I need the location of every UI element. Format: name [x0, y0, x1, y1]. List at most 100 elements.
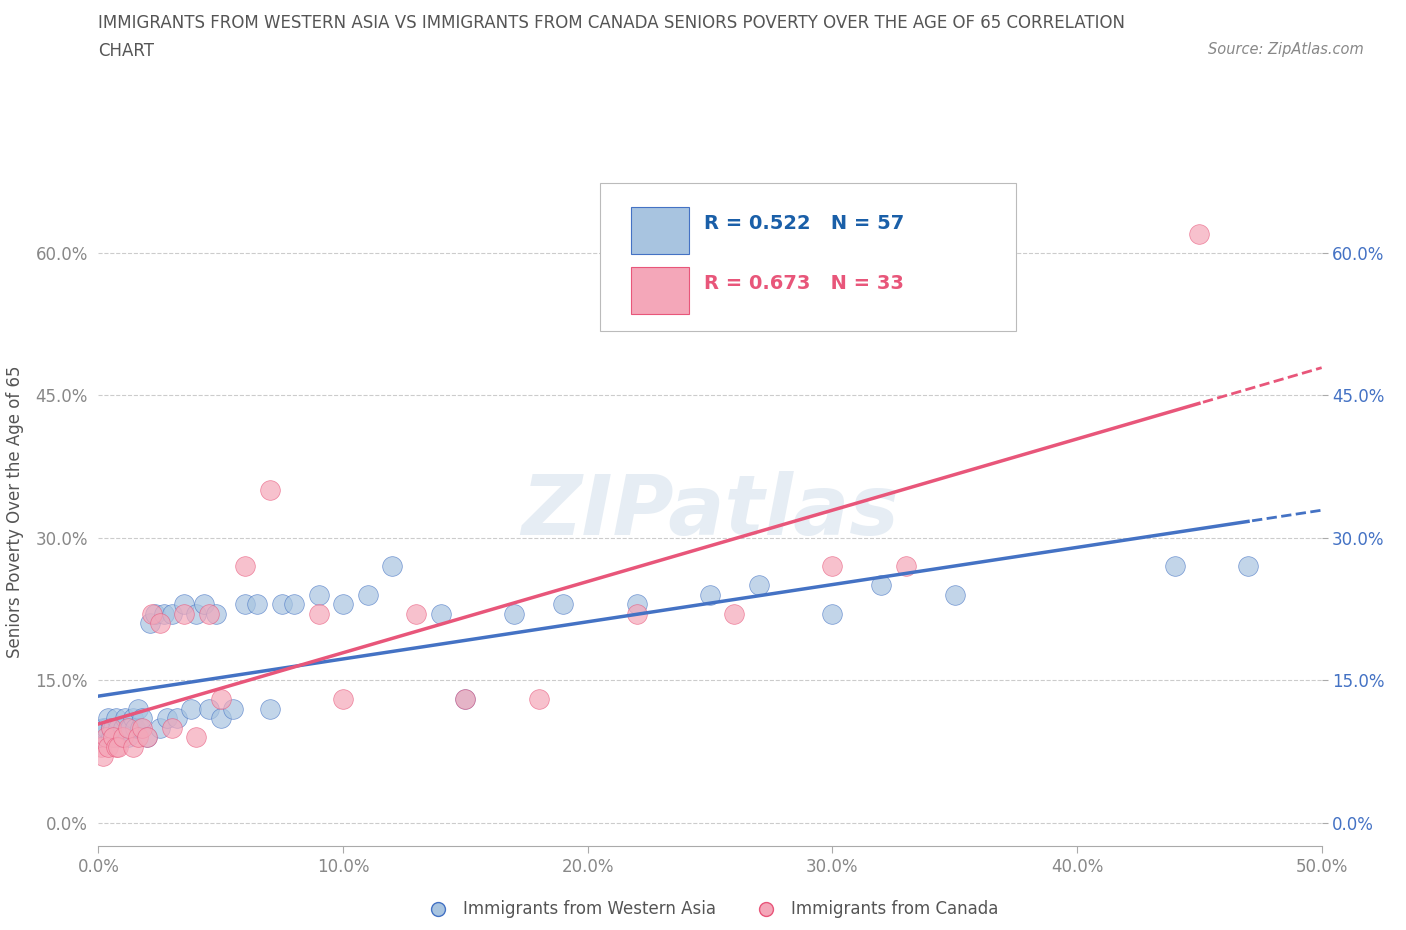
Point	[186, 606, 208, 621]
Text: CHART: CHART	[98, 42, 155, 60]
Point	[104, 730, 127, 745]
Point	[97, 711, 120, 725]
Point	[114, 711, 136, 725]
Point	[430, 606, 453, 621]
Point	[270, 597, 294, 612]
Point	[821, 606, 844, 621]
Point	[205, 606, 228, 621]
Point	[104, 711, 127, 725]
Point	[127, 730, 149, 745]
Point	[233, 597, 256, 612]
Point	[332, 597, 354, 612]
Point	[121, 711, 143, 725]
Point	[131, 720, 153, 735]
Point	[111, 720, 134, 735]
Point	[193, 597, 215, 612]
Point	[104, 739, 127, 754]
Point	[94, 720, 117, 735]
Point	[160, 606, 183, 621]
Point	[149, 720, 172, 735]
Point	[821, 559, 844, 574]
Point	[180, 701, 202, 716]
Point	[405, 606, 427, 621]
Point	[209, 711, 232, 725]
Point	[141, 606, 163, 621]
Text: ZIPatlas: ZIPatlas	[522, 471, 898, 552]
Point	[283, 597, 305, 612]
Point	[222, 701, 245, 716]
Point	[136, 730, 159, 745]
Point	[156, 711, 179, 725]
Point	[308, 606, 330, 621]
Point	[120, 720, 142, 735]
Point	[139, 616, 162, 631]
Point	[943, 587, 966, 602]
Point	[870, 578, 893, 592]
Y-axis label: Seniors Poverty Over the Age of 65: Seniors Poverty Over the Age of 65	[7, 365, 24, 658]
Point	[173, 597, 195, 612]
Point	[527, 692, 550, 707]
Point	[97, 739, 120, 754]
Point	[94, 730, 117, 745]
Text: R = 0.673   N = 33: R = 0.673 N = 33	[704, 273, 904, 293]
Point	[197, 701, 219, 716]
Point	[136, 730, 159, 745]
Point	[748, 578, 770, 592]
FancyBboxPatch shape	[630, 267, 689, 314]
Point	[454, 692, 477, 707]
Point	[149, 616, 172, 631]
Point	[166, 711, 188, 725]
Point	[110, 730, 132, 745]
Point	[101, 720, 124, 735]
Point	[91, 720, 114, 735]
Point	[143, 606, 166, 621]
Point	[332, 692, 354, 707]
Point	[107, 739, 129, 754]
Point	[101, 730, 124, 745]
Point	[111, 730, 134, 745]
Point	[381, 559, 404, 574]
Point	[90, 730, 112, 745]
Point	[91, 749, 114, 764]
Text: Source: ZipAtlas.com: Source: ZipAtlas.com	[1208, 42, 1364, 57]
Point	[117, 730, 139, 745]
Point	[454, 692, 477, 707]
Point	[209, 692, 232, 707]
Point	[131, 711, 153, 725]
Point	[553, 597, 575, 612]
Point	[173, 606, 195, 621]
Point	[121, 739, 143, 754]
Point	[197, 606, 219, 621]
Point	[107, 720, 129, 735]
Point	[626, 606, 648, 621]
Point	[153, 606, 176, 621]
Text: R = 0.522   N = 57: R = 0.522 N = 57	[704, 214, 904, 232]
Point	[356, 587, 378, 602]
Point	[308, 587, 330, 602]
Point	[699, 587, 721, 602]
Point	[100, 720, 122, 735]
FancyBboxPatch shape	[600, 183, 1015, 331]
Point	[124, 720, 146, 735]
Point	[233, 559, 256, 574]
Point	[626, 597, 648, 612]
Point	[129, 720, 152, 735]
Point	[894, 559, 917, 574]
Legend: Immigrants from Western Asia, Immigrants from Canada: Immigrants from Western Asia, Immigrants…	[415, 894, 1005, 925]
Point	[160, 720, 183, 735]
Point	[100, 720, 122, 735]
Point	[127, 701, 149, 716]
Point	[723, 606, 745, 621]
Point	[1188, 226, 1211, 241]
Point	[1237, 559, 1260, 574]
Point	[503, 606, 526, 621]
Point	[186, 730, 208, 745]
FancyBboxPatch shape	[630, 206, 689, 254]
Point	[246, 597, 269, 612]
Text: IMMIGRANTS FROM WESTERN ASIA VS IMMIGRANTS FROM CANADA SENIORS POVERTY OVER THE : IMMIGRANTS FROM WESTERN ASIA VS IMMIGRAN…	[98, 14, 1125, 32]
Point	[117, 720, 139, 735]
Point	[100, 730, 122, 745]
Point	[259, 483, 281, 498]
Point	[90, 739, 112, 754]
Point	[259, 701, 281, 716]
